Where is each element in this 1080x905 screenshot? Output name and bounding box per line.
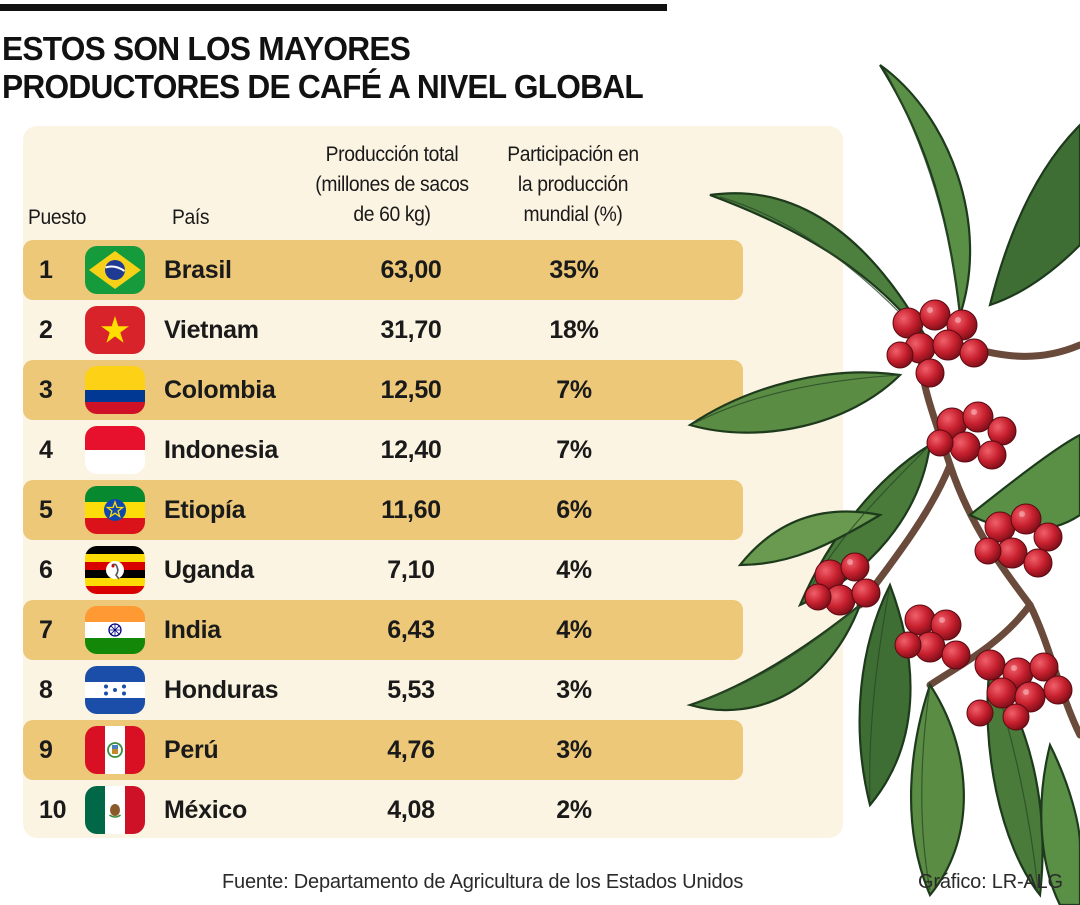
rank-cell: 4 <box>39 436 53 464</box>
table-row: 3 Colombia 12,50 7% <box>23 360 743 420</box>
production-cell: 12,50 <box>380 376 442 404</box>
rank-cell: 1 <box>39 256 53 284</box>
table-row: 9 Perú 4,76 3% <box>23 720 743 780</box>
header-production: Producción total (millones de sacos de 6… <box>300 140 484 230</box>
share-cell: 6% <box>556 496 592 524</box>
share-cell: 35% <box>549 256 599 284</box>
country-cell: Brasil <box>164 256 232 284</box>
header-country: País <box>172 206 210 229</box>
colombia-flag-icon <box>85 366 145 414</box>
title-line-2: PRODUCTORES DE CAFÉ A NIVEL GLOBAL <box>2 68 644 105</box>
country-cell: Perú <box>164 736 219 764</box>
ethiopia-flag-icon <box>85 486 145 534</box>
country-cell: Honduras <box>164 676 279 704</box>
rank-cell: 3 <box>39 376 53 404</box>
rank-cell: 8 <box>39 676 53 704</box>
table-row: 2 Vietnam 31,70 18% <box>23 300 743 360</box>
page-title: ESTOS SON LOS MAYORES PRODUCTORES DE CAF… <box>2 30 644 106</box>
rank-cell: 10 <box>39 796 67 824</box>
share-cell: 7% <box>556 436 592 464</box>
table-row: 4 Indonesia 12,40 7% <box>23 420 743 480</box>
country-cell: Indonesia <box>164 436 278 464</box>
brazil-flag-icon <box>85 246 145 294</box>
table-row: 8 Honduras 5,53 3% <box>23 660 743 720</box>
country-cell: India <box>164 616 221 644</box>
table-row: 10 México 4,08 2% <box>23 780 743 840</box>
rank-cell: 2 <box>39 316 53 344</box>
share-cell: 3% <box>556 736 592 764</box>
table-row: 7 India 6,43 4% <box>23 600 743 660</box>
production-cell: 31,70 <box>380 316 442 344</box>
peru-flag-icon <box>85 726 145 774</box>
table-row: 1 Brasil 63,00 35% <box>23 240 743 300</box>
rank-cell: 5 <box>39 496 53 524</box>
table-row: 6 Uganda 7,10 4% <box>23 540 743 600</box>
table-row: 5 Etiopía 11,60 6% <box>23 480 743 540</box>
mexico-flag-icon <box>85 786 145 834</box>
rank-cell: 9 <box>39 736 53 764</box>
share-cell: 18% <box>549 316 599 344</box>
vietnam-flag-icon <box>85 306 145 354</box>
production-cell: 4,08 <box>387 796 435 824</box>
country-cell: Colombia <box>164 376 276 404</box>
header-share-line-1: Participación en <box>507 143 639 166</box>
indonesia-flag-icon <box>85 426 145 474</box>
honduras-flag-icon <box>85 666 145 714</box>
share-cell: 4% <box>556 616 592 644</box>
share-cell: 2% <box>556 796 592 824</box>
production-cell: 63,00 <box>380 256 442 284</box>
top-rule <box>0 4 667 11</box>
coffee-plant-illustration <box>686 64 1080 905</box>
header-share-line-3: mundial (%) <box>523 203 623 226</box>
india-flag-icon <box>85 606 145 654</box>
production-cell: 11,60 <box>381 496 441 524</box>
header-rank: Puesto <box>28 206 86 229</box>
share-cell: 4% <box>556 556 592 584</box>
production-cell: 12,40 <box>380 436 442 464</box>
header-production-line-3: de 60 kg) <box>353 203 431 226</box>
country-cell: Etiopía <box>164 496 246 524</box>
production-cell: 7,10 <box>387 556 435 584</box>
country-cell: Uganda <box>164 556 254 584</box>
production-cell: 5,53 <box>387 676 435 704</box>
production-cell: 4,76 <box>387 736 435 764</box>
rank-cell: 6 <box>39 556 53 584</box>
share-cell: 3% <box>556 676 592 704</box>
uganda-flag-icon <box>85 546 145 594</box>
rank-cell: 7 <box>39 616 53 644</box>
country-cell: México <box>164 796 247 824</box>
title-line-1: ESTOS SON LOS MAYORES <box>2 30 411 67</box>
production-cell: 6,43 <box>387 616 435 644</box>
share-cell: 7% <box>556 376 592 404</box>
source-note: Fuente: Departamento de Agricultura de l… <box>222 871 744 893</box>
country-cell: Vietnam <box>164 316 259 344</box>
header-share-line-2: la producción <box>517 173 629 196</box>
credit-note: Gráfico: LR-ALG <box>918 871 1063 893</box>
header-share: Participación en la producción mundial (… <box>497 140 650 230</box>
header-production-line-2: (millones de sacos <box>315 173 469 196</box>
header-production-line-1: Producción total <box>325 143 459 166</box>
